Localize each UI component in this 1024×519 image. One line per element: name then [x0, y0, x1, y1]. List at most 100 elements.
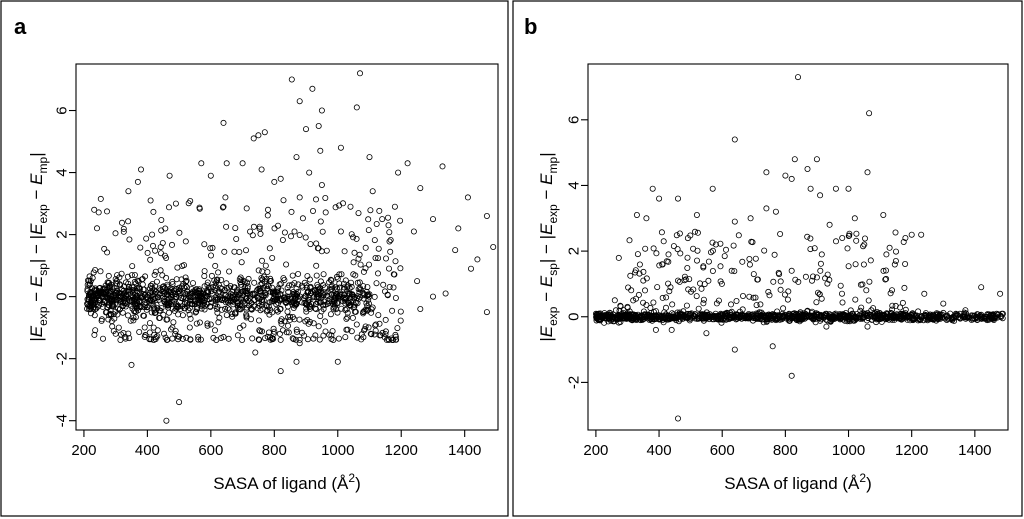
data-point	[342, 277, 349, 284]
data-point	[356, 251, 363, 258]
y-tick-label: -2	[54, 352, 71, 365]
data-point	[813, 274, 820, 281]
data-point	[656, 262, 663, 269]
data-point	[899, 299, 906, 306]
y-axis-title: |Eexp − Esp| − |Eexp − Emp|	[537, 152, 560, 341]
data-point	[179, 312, 186, 319]
data-point	[864, 323, 871, 330]
data-point	[962, 307, 969, 314]
data-point	[890, 313, 897, 320]
x-tick-label: 1000	[832, 442, 865, 459]
data-point	[106, 279, 113, 286]
data-point	[95, 209, 102, 216]
data-point	[774, 308, 781, 315]
data-point	[813, 310, 820, 317]
data-point	[632, 311, 639, 318]
data-point	[663, 304, 670, 311]
data-point	[274, 222, 281, 229]
data-point	[315, 123, 322, 130]
data-point	[257, 230, 264, 237]
data-point	[620, 309, 627, 316]
data-point	[642, 287, 649, 294]
data-point	[296, 336, 303, 343]
data-point	[860, 313, 867, 320]
data-point	[853, 237, 860, 244]
data-point	[259, 302, 266, 309]
data-point	[718, 280, 725, 287]
data-point	[746, 261, 753, 268]
data-point	[165, 204, 172, 211]
data-point	[88, 310, 95, 317]
data-point	[391, 271, 398, 278]
data-point	[978, 311, 985, 318]
data-point	[333, 273, 340, 280]
data-point	[222, 305, 229, 312]
data-point	[259, 268, 266, 275]
data-point	[733, 316, 740, 323]
data-point	[221, 248, 228, 255]
data-point	[307, 289, 314, 296]
data-point	[211, 327, 218, 334]
data-point	[734, 312, 741, 319]
data-point	[723, 313, 730, 320]
data-point	[342, 334, 349, 341]
data-point	[978, 284, 985, 291]
data-point	[257, 285, 264, 292]
data-point	[244, 287, 251, 294]
data-point	[640, 308, 647, 315]
data-point	[883, 251, 890, 258]
data-point	[110, 327, 117, 334]
data-point	[902, 260, 909, 267]
data-point	[723, 246, 730, 253]
data-point	[183, 303, 190, 310]
data-point	[700, 264, 707, 271]
data-point	[373, 220, 380, 227]
data-point	[245, 275, 252, 282]
data-point	[758, 309, 765, 316]
data-point	[852, 296, 859, 303]
data-point	[97, 297, 104, 304]
data-point	[290, 336, 297, 343]
data-point	[151, 271, 158, 278]
data-point	[222, 299, 229, 306]
data-point	[176, 229, 183, 236]
data-point	[175, 288, 182, 295]
data-point	[382, 255, 389, 262]
data-point	[195, 336, 202, 343]
data-point	[208, 299, 215, 306]
data-point	[710, 312, 717, 319]
data-point	[293, 358, 300, 365]
y-tick-label: 2	[566, 247, 583, 255]
data-point	[375, 312, 382, 319]
data-point	[360, 283, 367, 290]
data-point	[87, 280, 94, 287]
data-point	[844, 245, 851, 252]
data-point	[900, 238, 907, 245]
data-point	[733, 297, 740, 304]
data-point	[201, 297, 208, 304]
data-point	[816, 291, 823, 298]
data-point	[382, 328, 389, 335]
data-point	[291, 280, 298, 287]
data-point	[757, 301, 764, 308]
data-point	[683, 302, 690, 309]
data-point	[86, 303, 93, 310]
data-point	[684, 235, 691, 242]
data-point	[284, 303, 291, 310]
data-point	[183, 334, 190, 341]
data-point	[384, 291, 391, 298]
x-tick-label: 600	[198, 442, 223, 459]
data-point	[357, 261, 364, 268]
data-point	[385, 336, 392, 343]
data-point	[353, 295, 360, 302]
data-point	[112, 276, 119, 283]
data-point	[301, 279, 308, 286]
data-point	[98, 293, 105, 300]
data-point	[223, 160, 230, 167]
data-point	[212, 300, 219, 307]
data-point	[174, 333, 181, 340]
data-point	[114, 272, 121, 279]
data-point	[204, 322, 211, 329]
data-point	[171, 298, 178, 305]
data-point	[299, 284, 306, 291]
